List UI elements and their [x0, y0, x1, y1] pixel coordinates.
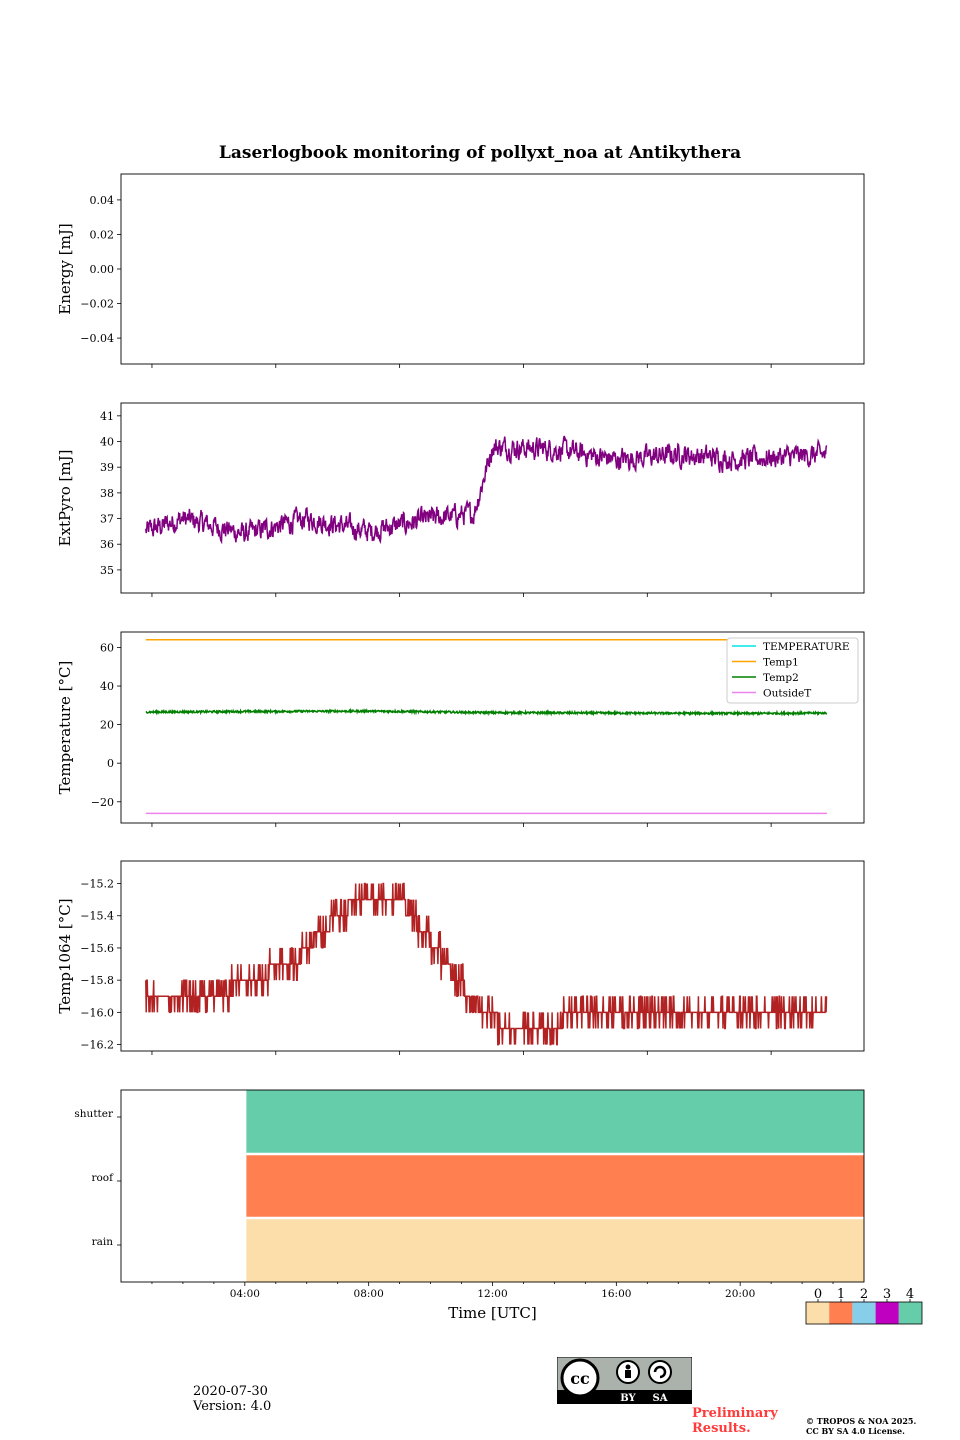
panel-temp1064: −15.2 −15.4 −15.6 −15.8 −16.0 −16.2 Temp1064 […: [56, 860, 865, 1055]
x-tick-label: 04:00: [230, 1288, 260, 1300]
y-tick-label: 20: [100, 719, 114, 732]
y-tick-label: 35: [100, 564, 114, 577]
footer-date: 2020-07-30: [193, 1384, 268, 1399]
x-tick-label: 20:00: [725, 1288, 755, 1300]
legend-entry: Temp1: [763, 657, 799, 669]
status-row-label: roof: [91, 1172, 114, 1184]
y-tick-label: −16.0: [80, 1006, 114, 1019]
preliminary-line-1: Preliminary: [692, 1406, 778, 1421]
legend-entry: OutsideT: [763, 688, 811, 700]
x-axis-label: Time [UTC]: [448, 1304, 537, 1322]
panel-energy: 0.04 0.02 0.00 −0.02 −0.04 Energy [mJ]: [56, 173, 865, 368]
y-tick-label: 39: [100, 461, 114, 474]
colorbar-cell: [806, 1302, 830, 1324]
y-tick-label: 0.00: [90, 263, 115, 276]
status-band-rain: [246, 1218, 865, 1282]
x-tick-label: 16:00: [601, 1288, 631, 1300]
y-tick-label: −15.2: [80, 878, 114, 891]
y-tick-label: −15.8: [80, 974, 114, 987]
y-tick-label: 0.04: [90, 194, 115, 207]
series-line-temp1064: [145, 882, 828, 1046]
series-line-temp2: [145, 707, 828, 717]
colorbar-tick-label: 1: [837, 1287, 845, 1302]
preliminary-notice: Preliminary Results.: [692, 1406, 778, 1436]
axes-frame: [120, 402, 865, 594]
x-tick-label: 08:00: [354, 1288, 384, 1300]
cc-icon-text: cc: [570, 1369, 590, 1388]
legend-box: [726, 637, 859, 704]
y-tick-label: −0.04: [80, 332, 114, 345]
y-tick-label: 38: [100, 487, 114, 500]
status-band-roof: [246, 1154, 865, 1218]
y-tick-label: −20: [91, 796, 114, 809]
y-axis-label: Temp1064 [°C]: [56, 898, 74, 1013]
copyright-notice: © TROPOS & NOA 2025. CC BY SA 4.0 Licens…: [806, 1416, 916, 1436]
footer-version: Version: 4.0: [193, 1399, 272, 1414]
status-row-label: shutter: [74, 1108, 114, 1120]
panel-temperature: 60 40 20 0 −20 Temperature [°C] TEMPERATURE Tem…: [56, 631, 865, 827]
y-tick-label: −15.4: [80, 910, 114, 923]
y-tick-label: 60: [100, 641, 114, 654]
colorbar-cell: [875, 1302, 899, 1324]
cc-icon: [560, 1358, 600, 1398]
sa-arrow-icon: [653, 1365, 667, 1379]
series-line-extpyro: [145, 435, 828, 545]
y-tick-label: −15.6: [80, 942, 114, 955]
axes-frame: [120, 173, 865, 365]
y-tick-label: 37: [100, 513, 114, 526]
y-tick-label: 40: [100, 436, 114, 449]
panel-extpyro: 41 40 39 38 37 36 35 ExtPyro [mJ]: [56, 402, 865, 597]
y-axis-label: ExtPyro [mJ]: [56, 450, 74, 547]
chart-title: Laserlogbook monitoring of pollyxt_noa a…: [219, 143, 741, 163]
status-row-label: rain: [92, 1236, 114, 1248]
cc-by-label: BY: [620, 1393, 636, 1404]
y-axis-label: Energy [mJ]: [56, 223, 74, 314]
legend-entry: Temp2: [763, 672, 799, 684]
y-tick-label: 0: [107, 757, 114, 770]
y-tick-label: 40: [100, 680, 114, 693]
y-axis-label: Temperature [°C]: [56, 661, 74, 795]
colorbar-tick-label: 0: [814, 1287, 822, 1302]
colorbar-tick-label: 4: [906, 1287, 914, 1302]
preliminary-line-2: Results.: [692, 1421, 751, 1436]
copyright-line-2: CC BY SA 4.0 License.: [806, 1426, 905, 1436]
y-tick-label: 0.02: [90, 228, 115, 241]
colorbar-tick-label: 2: [860, 1287, 868, 1302]
footer-info: 2020-07-30 Version: 4.0: [193, 1384, 271, 1414]
legend: TEMPERATURE Temp1 Temp2 OutsideT: [726, 637, 859, 704]
x-tick-label: 12:00: [477, 1288, 507, 1300]
status-band-shutter: [246, 1090, 865, 1154]
legend-entry: TEMPERATURE: [763, 641, 850, 653]
panel-status: shutter roof rain 04:00 08:00 12:00 16:00 20:00…: [74, 1089, 923, 1325]
by-person-icon-head: [625, 1364, 631, 1370]
y-tick-label: 41: [100, 410, 114, 423]
colorbar-cell: [829, 1302, 853, 1324]
cc-license-badge[interactable]: cc BY SA: [557, 1357, 692, 1404]
y-tick-label: −0.02: [80, 298, 114, 311]
colorbar-tick-label: 3: [883, 1287, 891, 1302]
copyright-line-1: © TROPOS & NOA 2025.: [806, 1416, 917, 1426]
y-tick-label: 36: [100, 538, 114, 551]
colorbar-cell: [852, 1302, 876, 1324]
by-person-icon-body: [625, 1370, 631, 1378]
colorbar-cell: [898, 1302, 922, 1324]
sa-share-alike-icon: [648, 1360, 672, 1384]
y-tick-label: −16.2: [80, 1039, 114, 1052]
cc-sa-label: SA: [653, 1393, 668, 1404]
